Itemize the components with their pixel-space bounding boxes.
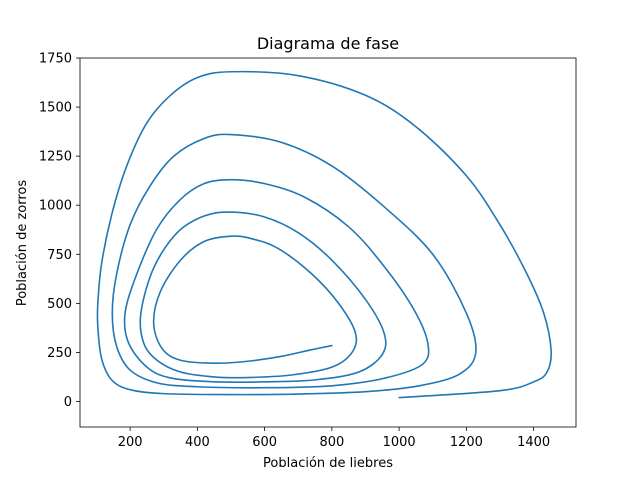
y-tick-label: 0 [64, 395, 72, 410]
y-axis-ticks: 0 250 500 750 1000 1250 1500 1750 [39, 52, 80, 410]
y-tick-label: 1500 [39, 101, 72, 116]
y-tick-label: 1000 [39, 199, 72, 214]
y-tick-label: 750 [47, 248, 72, 263]
axes-frame [79, 57, 577, 428]
x-axis-ticks: 200 400 600 800 1000 1200 1400 [118, 427, 550, 450]
plot-area [79, 57, 577, 428]
x-tick-label: 1200 [450, 435, 483, 450]
x-tick-label: 1000 [383, 435, 416, 450]
x-tick-label: 400 [185, 435, 210, 450]
y-axis-title: Población de zorros [15, 180, 30, 307]
chart-title: Diagrama de fase [257, 34, 399, 53]
x-axis-title: Población de liebres [263, 456, 393, 471]
phase-trajectory-line [96, 70, 553, 399]
y-tick-label: 250 [47, 346, 72, 361]
x-tick-label: 600 [252, 435, 277, 450]
x-tick-label: 200 [118, 435, 143, 450]
x-tick-label: 1400 [517, 435, 550, 450]
y-tick-label: 1250 [39, 150, 72, 165]
y-tick-label: 500 [47, 297, 72, 312]
x-tick-label: 800 [319, 435, 344, 450]
y-tick-label: 1750 [39, 52, 72, 67]
